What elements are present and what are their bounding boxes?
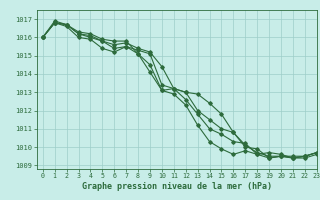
X-axis label: Graphe pression niveau de la mer (hPa): Graphe pression niveau de la mer (hPa)	[82, 182, 272, 191]
